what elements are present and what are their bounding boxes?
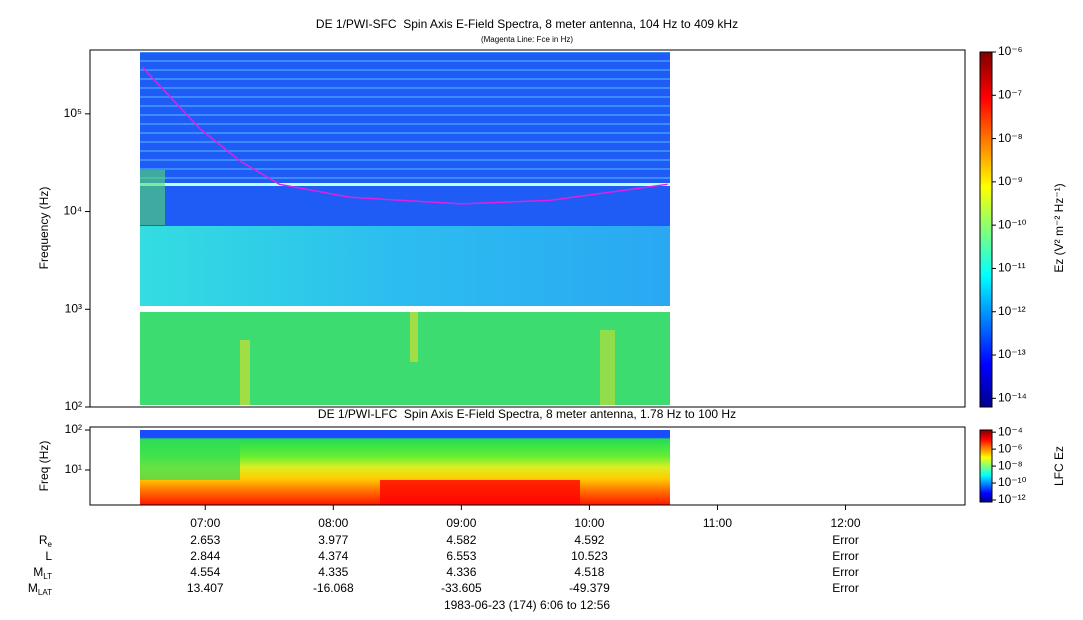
row-label: L: [45, 549, 52, 563]
spectrogram-image: [140, 52, 670, 505]
y-tick-label: 10⁵: [64, 106, 82, 120]
x-tick-label: 07:00: [190, 516, 220, 530]
fce-line: [141, 66, 668, 205]
ephemeris-value: Error: [832, 565, 859, 579]
row-label-main: L: [45, 549, 52, 563]
colorbar-tick-label: 10⁻¹⁰: [998, 475, 1027, 489]
y-tick-label: 10²: [65, 399, 82, 413]
colorbar-tick-label: 10⁻⁸: [998, 458, 1023, 472]
title: DE 1/PWI-LFC Spin Axis E-Field Spectra, …: [318, 407, 736, 421]
colorbar-tick-label: 10⁻⁶: [998, 441, 1023, 455]
footer: 1983-06-23 (174) 6:06 to 12:56: [444, 598, 610, 612]
ephemeris-value: 4.335: [318, 565, 348, 579]
ephemeris-value: -49.379: [569, 581, 610, 595]
colorbar-tick-label: 10⁻¹²: [998, 492, 1026, 506]
colorbar: [979, 51, 993, 408]
ephemeris-value: Error: [832, 581, 859, 595]
colorbar-label: LFC Ez: [1052, 446, 1066, 486]
y-tick-label: 10³: [65, 301, 82, 315]
y-axis-label: Frequency (Hz): [37, 187, 51, 270]
ephemeris-value: -16.068: [313, 581, 354, 595]
ephemeris-value: 2.844: [190, 549, 220, 563]
row-label: MLAT: [28, 581, 52, 597]
row-label: MLT: [33, 565, 52, 581]
ephemeris-value: 4.554: [190, 565, 220, 579]
y-tick-label: 10¹: [65, 462, 82, 476]
colorbar-tick-label: 10⁻⁸: [998, 131, 1023, 145]
plot-frame: [89, 426, 966, 506]
ephemeris-value: 4.336: [446, 565, 476, 579]
plot-frame: [89, 49, 966, 408]
row-label: Re: [39, 533, 53, 549]
row-label-sub: e: [48, 540, 53, 549]
ephemeris-value: Error: [832, 533, 859, 547]
x-tick-label: 08:00: [318, 516, 348, 530]
x-tick-label: 11:00: [703, 516, 732, 530]
colorbar-tick-label: 10⁻¹¹: [998, 261, 1026, 275]
x-tick-label: 12:00: [831, 516, 861, 530]
colorbar-tick-label: 10⁻⁴: [998, 424, 1023, 438]
ephemeris-value: 4.518: [574, 565, 604, 579]
row-label-sub: LAT: [38, 588, 52, 597]
y-tick-label: 10²: [65, 422, 82, 436]
ephemeris-value: 10.523: [571, 549, 608, 563]
x-tick-label: 10:00: [574, 516, 604, 530]
colorbar: [979, 429, 993, 503]
ephemeris-value: 3.977: [318, 533, 348, 547]
colorbar-label: Ez (V² m⁻² Hz⁻¹): [1052, 183, 1066, 272]
ephemeris-value: 4.592: [574, 533, 604, 547]
row-label-main: M: [28, 581, 38, 595]
ephemeris-value: -33.605: [441, 581, 482, 595]
title: DE 1/PWI-SFC Spin Axis E-Field Spectra, …: [316, 17, 738, 31]
row-label-main: R: [39, 533, 48, 547]
ephemeris-value: Error: [832, 549, 859, 563]
colorbar-tick-label: 10⁻⁶: [998, 44, 1023, 58]
row-label-sub: LT: [43, 572, 52, 581]
ephemeris-value: 4.374: [318, 549, 348, 563]
colorbar-tick-label: 10⁻¹⁰: [998, 217, 1027, 231]
colorbar-tick-label: 10⁻⁹: [998, 174, 1023, 188]
colorbar-tick-label: 10⁻¹²: [998, 304, 1026, 318]
y-axis-label: Freq (Hz): [37, 441, 51, 492]
ephemeris-value: 4.582: [446, 533, 476, 547]
ephemeris-value: 6.553: [446, 549, 476, 563]
subtitle: (Magenta Line: Fce in Hz): [481, 35, 573, 44]
ephemeris-value: 2.653: [190, 533, 220, 547]
colorbar-tick-label: 10⁻¹³: [998, 347, 1026, 361]
x-tick-label: 09:00: [446, 516, 476, 530]
row-label-main: M: [33, 565, 43, 579]
colorbar-tick-label: 10⁻⁷: [998, 87, 1022, 101]
ephemeris-value: 13.407: [187, 581, 224, 595]
colorbar-tick-label: 10⁻¹⁴: [998, 390, 1027, 404]
y-tick-label: 10⁴: [63, 204, 82, 218]
